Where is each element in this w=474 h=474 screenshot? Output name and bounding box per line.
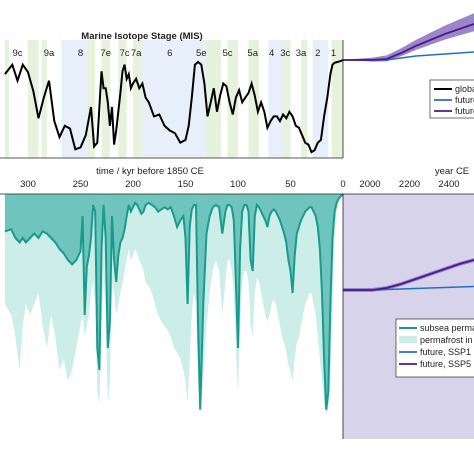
stage-label: 5e <box>196 48 207 59</box>
legend-label-ssp1: future, SSP1 <box>420 347 471 357</box>
legend-label-global: global <box>455 84 474 94</box>
stage-band <box>268 40 284 158</box>
permafrost-panel: subsea perma permafrost in future, SSP1 … <box>0 193 474 439</box>
future-background <box>343 194 474 439</box>
x-tick-label: 200 <box>125 179 141 190</box>
x-axis-label-future: year CE <box>435 166 469 177</box>
future-ssp5-line <box>343 259 474 291</box>
stage-label: 6 <box>167 48 172 59</box>
x-tick-label: 0 <box>340 179 345 190</box>
x-tick-label: 150 <box>178 179 194 190</box>
future-tick-labels: 2000 2200 2400 <box>359 179 459 190</box>
stage-band <box>331 40 343 158</box>
x-tick-label: 50 <box>285 179 296 190</box>
stage-label: 7c <box>120 48 130 59</box>
future-ssp5-line <box>343 23 474 61</box>
future-band <box>343 258 474 292</box>
x-tick-label-future: 2200 <box>399 179 420 190</box>
stage-label: 9a <box>44 48 55 59</box>
x-tick-label: 300 <box>20 179 36 190</box>
stage-band <box>312 40 329 158</box>
stage-labels: 9c 9a 8 7e 7c 7a 6 5e 5c 5a 4 3c 3a 2 1 <box>12 48 336 59</box>
subsea-permafrost-line <box>4 193 344 410</box>
top-legend: global future future <box>429 79 474 119</box>
x-tick-label: 250 <box>73 179 89 190</box>
stage-label: 4 <box>269 48 274 59</box>
stage-band <box>206 40 222 158</box>
stage-band <box>283 40 291 158</box>
bottom-legend: subsea perma permafrost in future, SSP1 … <box>395 318 474 378</box>
global-isotope-curve <box>4 59 344 154</box>
stage-label: 2 <box>315 48 320 59</box>
stage-label: 3a <box>296 48 307 59</box>
stage-label: 7a <box>131 48 142 59</box>
legend-label-permafrost: permafrost in <box>420 335 473 345</box>
legend-swatch-permafrost <box>399 336 417 343</box>
stage-band <box>101 40 110 158</box>
future-ssp5-band <box>343 13 474 62</box>
stage-label: 1 <box>331 48 336 59</box>
stage-label: 8 <box>78 48 83 59</box>
stage-band <box>301 40 308 158</box>
legend-label-subsea: subsea perma <box>420 323 474 333</box>
stage-band <box>4 40 10 158</box>
stage-band <box>142 40 207 158</box>
stage-band <box>28 40 39 158</box>
x-axis-label: time / kyr before 1850 CE <box>96 166 204 177</box>
x-tick-label: 100 <box>230 179 246 190</box>
stage-band <box>133 40 143 158</box>
x-tick-label-future: 2000 <box>359 179 380 190</box>
stage-label: 7e <box>100 48 111 59</box>
stage-band <box>118 40 127 158</box>
stage-bands <box>4 40 343 158</box>
stage-label: 9c <box>12 48 22 59</box>
stage-label: 5c <box>222 48 232 59</box>
stage-band <box>227 40 238 158</box>
stage-label: 5a <box>247 48 258 59</box>
past-tick-labels: 300 250 200 150 100 50 0 <box>20 179 346 190</box>
stage-label: 3c <box>280 48 290 59</box>
stage-band <box>248 40 259 158</box>
chart-title: Marine Isotope Stage (MIS) <box>81 31 202 42</box>
legend-label-ssp5: future, SSP5 <box>420 359 471 369</box>
legend-label-future-2: future <box>455 106 474 116</box>
legend-label-future-1: future <box>455 95 474 105</box>
isotope-panel: 9c 9a 8 7e 7c 7a 6 5e 5c 5a 4 3c 3a 2 1 Marine Isotope… <box>0 13 474 159</box>
stage-band <box>87 40 96 158</box>
x-tick-label-future: 2400 <box>438 179 459 190</box>
